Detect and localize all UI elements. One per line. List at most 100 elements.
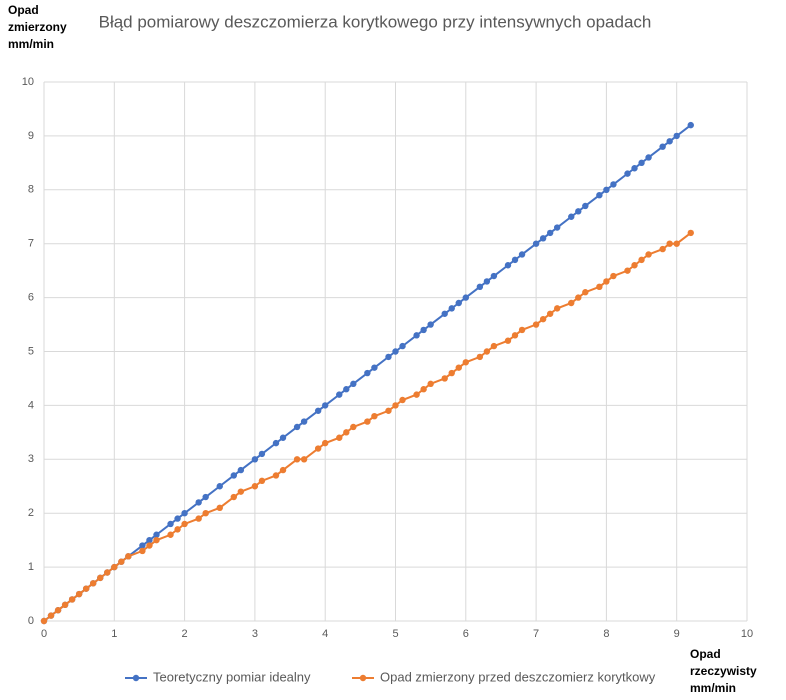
- data-point: [82, 585, 90, 592]
- data-point: [118, 558, 125, 565]
- data-point: [202, 510, 209, 517]
- data-point: [195, 515, 202, 522]
- data-point: [504, 262, 512, 269]
- data-point: [364, 418, 371, 425]
- data-point: [153, 531, 160, 538]
- data-point: [462, 294, 469, 301]
- data-point: [230, 472, 238, 479]
- data-point: [575, 294, 582, 301]
- data-point: [300, 456, 308, 463]
- data-point: [371, 364, 378, 371]
- data-point: [603, 186, 610, 193]
- data-point: [399, 342, 406, 350]
- data-point: [343, 429, 350, 436]
- y-tick-label: 8: [28, 184, 34, 196]
- data-point: [146, 542, 153, 549]
- data-point: [666, 138, 673, 145]
- data-point: [181, 520, 188, 528]
- y-tick-label: 5: [28, 345, 34, 357]
- y-tick-label: 1: [28, 561, 34, 573]
- data-point: [441, 375, 448, 382]
- data-point: [539, 315, 547, 323]
- data-point: [575, 208, 582, 215]
- data-point: [272, 439, 280, 447]
- data-point: [300, 418, 308, 425]
- legend-marker: [359, 674, 367, 682]
- data-point: [385, 353, 392, 361]
- data-point: [350, 423, 357, 431]
- data-point: [455, 299, 462, 307]
- data-point: [322, 439, 329, 447]
- data-point: [413, 391, 420, 398]
- data-point: [624, 267, 631, 274]
- data-point: [279, 434, 287, 441]
- data-point: [399, 396, 406, 404]
- data-point: [532, 240, 540, 247]
- data-point: [336, 391, 343, 398]
- data-point: [61, 601, 69, 609]
- data-point: [518, 251, 526, 258]
- data-point: [553, 305, 561, 312]
- data-point: [125, 553, 132, 560]
- data-point: [490, 272, 498, 280]
- data-point: [546, 310, 554, 317]
- data-point: [427, 380, 434, 388]
- data-point: [518, 326, 526, 334]
- data-point: [293, 423, 301, 431]
- data-point: [582, 202, 589, 210]
- data-point: [392, 402, 399, 409]
- data-point: [476, 353, 484, 361]
- x-axis-label: Opad rzeczywisty mm/min: [690, 647, 757, 695]
- data-point: [483, 348, 491, 355]
- y-tick-label: 7: [28, 238, 34, 250]
- data-point: [68, 596, 76, 603]
- data-point: [392, 348, 399, 355]
- data-point: [638, 159, 645, 167]
- data-point: [371, 412, 378, 420]
- chart-title: Błąd pomiarowy deszczomierza korytkowego…: [99, 12, 652, 31]
- data-point: [237, 488, 245, 495]
- data-point: [230, 493, 238, 501]
- data-point: [645, 154, 652, 161]
- data-point: [216, 483, 223, 490]
- data-point: [448, 305, 455, 312]
- data-point: [645, 251, 652, 258]
- x-tick-label: 9: [674, 628, 680, 640]
- data-point: [202, 493, 209, 501]
- data-point: [582, 289, 589, 296]
- data-point: [490, 342, 498, 350]
- legend-marker: [132, 674, 140, 682]
- x-tick-label: 4: [322, 628, 328, 640]
- data-point: [673, 132, 680, 140]
- data-point: [476, 283, 484, 291]
- data-point: [427, 321, 434, 328]
- data-point: [293, 456, 301, 463]
- data-point: [75, 590, 83, 598]
- legend-label: Teoretyczny pomiar idealny: [153, 669, 311, 684]
- data-point: [462, 359, 469, 366]
- y-tick-label: 2: [28, 507, 34, 519]
- data-point: [483, 278, 491, 285]
- data-point: [174, 526, 181, 533]
- x-tick-label: 2: [182, 628, 188, 640]
- x-tick-label: 3: [252, 628, 258, 640]
- y-tick-label: 10: [22, 76, 34, 88]
- y-axis-label: Opad zmierzony mm/min: [8, 3, 67, 51]
- data-point: [314, 445, 322, 452]
- data-point: [90, 580, 97, 587]
- data-point: [237, 466, 245, 474]
- data-point: [146, 536, 153, 544]
- data-point: [420, 386, 427, 393]
- data-point: [532, 321, 540, 328]
- data-point: [539, 235, 547, 242]
- data-point: [216, 504, 223, 512]
- data-point: [603, 278, 610, 285]
- y-tick-label: 4: [28, 399, 34, 411]
- y-tick-label: 3: [28, 453, 34, 465]
- x-tick-label: 6: [463, 628, 469, 640]
- data-point: [448, 369, 455, 377]
- data-point: [54, 607, 62, 614]
- data-point: [258, 477, 266, 485]
- data-point: [385, 407, 392, 414]
